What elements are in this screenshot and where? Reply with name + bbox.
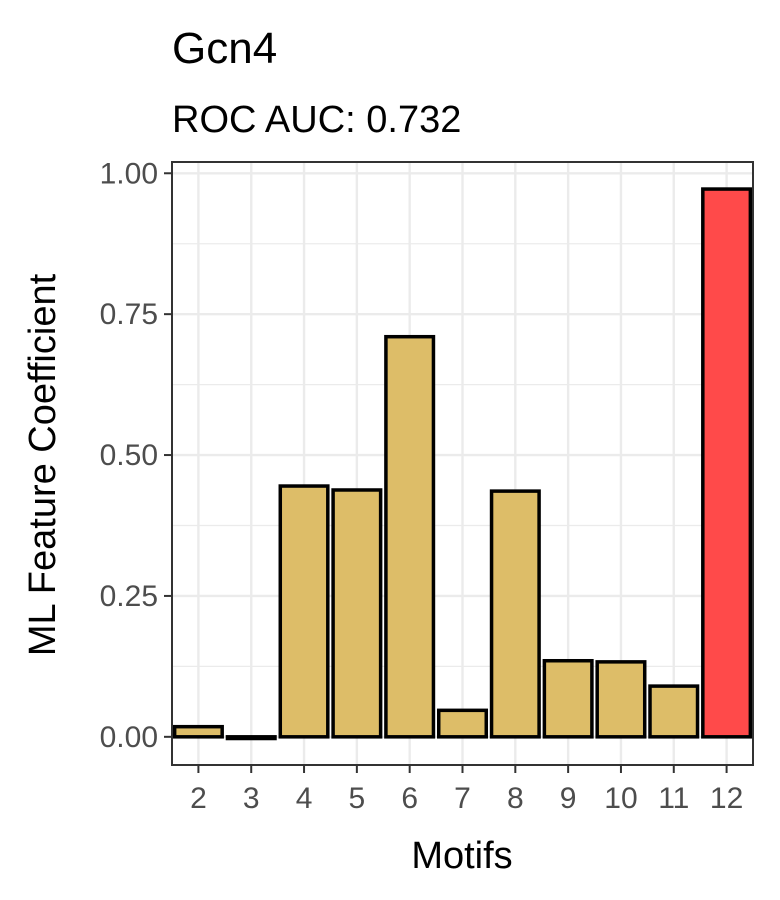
x-axis: 2 3 4 5 6 7 8 9 10 11 12 bbox=[190, 765, 743, 815]
x-axis-title: Motifs bbox=[411, 835, 512, 877]
x-tick-label: 3 bbox=[243, 782, 260, 815]
x-tick-label: 11 bbox=[658, 782, 689, 815]
x-tick-label: 6 bbox=[401, 782, 418, 815]
x-tick-label: 9 bbox=[560, 782, 577, 815]
bars bbox=[172, 187, 753, 741]
y-axis-title: ML Feature Coefficient bbox=[22, 273, 64, 656]
bar-motif-10 bbox=[595, 660, 647, 739]
x-tick-label: 5 bbox=[349, 782, 366, 815]
y-axis: 0.00 0.25 0.50 0.75 1.00 bbox=[100, 157, 172, 754]
bar-motif-6 bbox=[384, 334, 436, 739]
bar-motif-4 bbox=[278, 484, 330, 739]
bar-motif-11 bbox=[648, 684, 700, 739]
bar-motif-2 bbox=[172, 724, 224, 739]
x-tick-label: 12 bbox=[710, 782, 743, 815]
bar-motif-9 bbox=[542, 658, 594, 739]
y-tick-label: 0.50 bbox=[100, 439, 158, 472]
x-tick-label: 10 bbox=[604, 782, 637, 815]
x-tick-label: 8 bbox=[507, 782, 524, 815]
y-tick-label: 1.00 bbox=[100, 157, 158, 190]
grid-lines bbox=[172, 162, 753, 765]
y-tick-label: 0.00 bbox=[100, 721, 158, 754]
y-tick-label: 0.75 bbox=[100, 298, 158, 331]
bar-motif-8 bbox=[489, 489, 541, 739]
bar-motif-5 bbox=[331, 488, 383, 739]
x-tick-label: 2 bbox=[190, 782, 207, 815]
chart-subtitle: ROC AUC: 0.732 bbox=[172, 99, 461, 141]
bar-motif-7 bbox=[436, 708, 489, 739]
bar-motif-12 bbox=[701, 187, 753, 739]
x-tick-label: 7 bbox=[454, 782, 471, 815]
chart-title: Gcn4 bbox=[172, 24, 277, 73]
y-tick-label: 0.25 bbox=[100, 580, 158, 613]
bar-motif-3 bbox=[225, 735, 277, 741]
x-tick-label: 4 bbox=[296, 782, 313, 815]
